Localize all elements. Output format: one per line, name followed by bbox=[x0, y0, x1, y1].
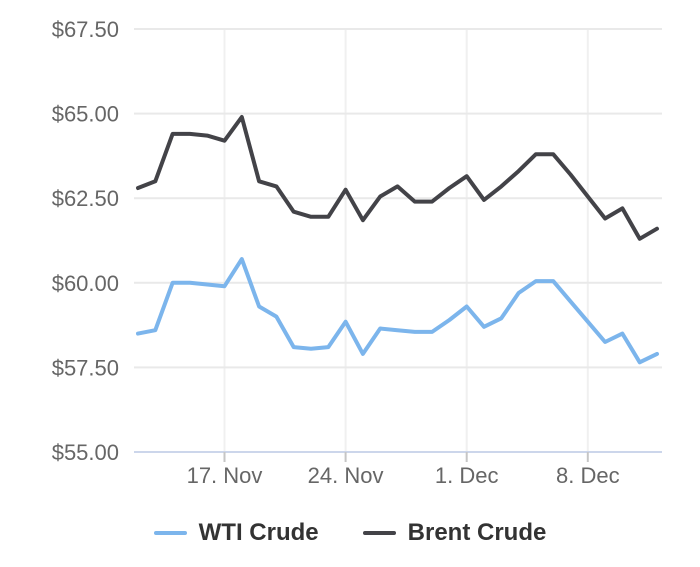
y-axis-label: $57.50 bbox=[52, 355, 119, 380]
x-axis-label: 24. Nov bbox=[308, 463, 384, 488]
chart-legend: WTI Crude Brent Crude bbox=[0, 505, 700, 547]
y-axis-label: $65.00 bbox=[52, 102, 119, 127]
y-axis-label: $60.00 bbox=[52, 271, 119, 296]
price-chart-canvas: $67.50 $65.00 $62.50 $60.00 $57.50 $55.00 17. … bbox=[52, 17, 662, 488]
brent-line-swatch-icon bbox=[362, 531, 396, 535]
x-axis-label: 8. Dec bbox=[556, 463, 620, 488]
legend-item-wti-crude[interactable]: WTI Crude bbox=[153, 519, 319, 547]
y-axis-label: $62.50 bbox=[52, 186, 119, 211]
x-axis-label: 1. Dec bbox=[435, 463, 499, 488]
legend-item-brent-crude[interactable]: Brent Crude bbox=[362, 519, 547, 547]
y-axis-label: $67.50 bbox=[52, 17, 119, 42]
brent-crude-line bbox=[136, 115, 659, 241]
wti-legend-label: WTI Crude bbox=[198, 519, 319, 546]
brent-legend-label: Brent Crude bbox=[407, 519, 547, 546]
y-axis-label: $55.00 bbox=[52, 440, 119, 465]
wti-line-swatch-icon bbox=[153, 531, 187, 535]
wti-crude-line bbox=[136, 257, 659, 365]
x-axis-label: 17. Nov bbox=[187, 463, 263, 488]
